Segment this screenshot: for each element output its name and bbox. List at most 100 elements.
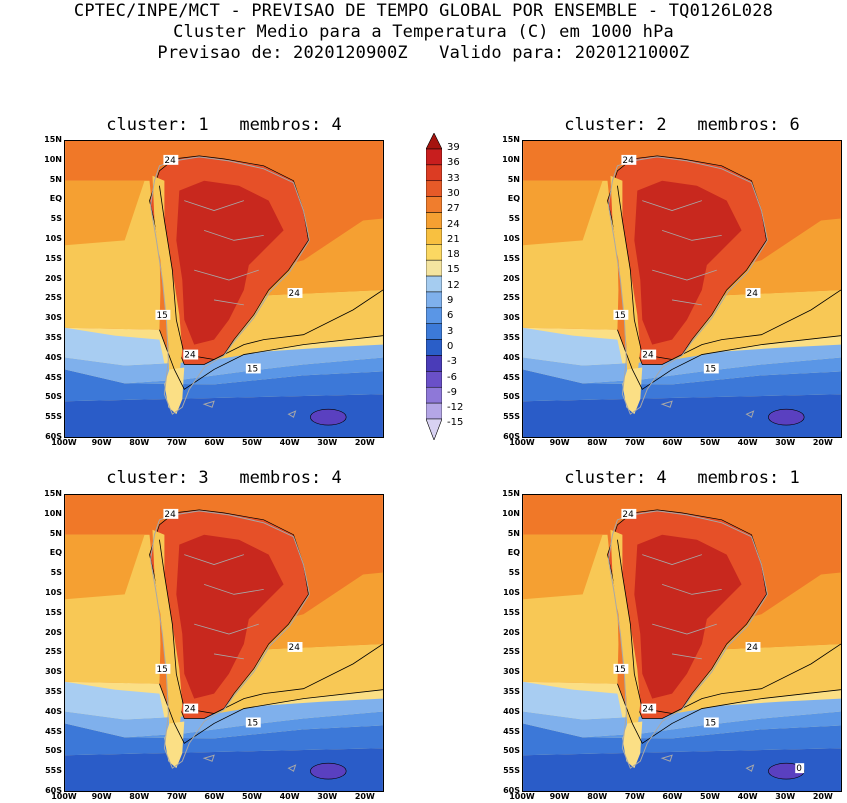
ocean-band-4 <box>523 681 623 720</box>
lat-tick-label: 35S <box>503 687 520 696</box>
lat-tick-label: 5S <box>508 214 520 224</box>
lat-tick-label: 50S <box>503 392 520 402</box>
lat-tick-label: 20S <box>503 627 520 637</box>
lon-tick-label: 30W <box>317 438 338 447</box>
lat-tick-label: 10N <box>44 154 62 164</box>
lat-tick-label: EQ <box>507 548 520 558</box>
map-canvas: 24 24 15 24 15 <box>523 141 841 437</box>
map-canvas: 24 24 15 24 15 0 <box>523 495 841 791</box>
contour-label: 24 <box>183 703 199 715</box>
lat-tick-label: 45S <box>45 372 62 382</box>
continent-hot-zone <box>176 180 284 345</box>
colorbar-segment <box>426 164 442 182</box>
colorbar-segment <box>426 180 442 197</box>
lon-tick-label: 100W <box>51 438 77 447</box>
lat-tick-label: 25S <box>45 647 62 657</box>
lon-tick-label: 30W <box>317 792 338 801</box>
lat-tick-label: 50S <box>503 746 520 756</box>
lon-tick-label: 50W <box>242 438 262 447</box>
contour-24 <box>159 185 383 360</box>
colorbar-label: 6 <box>447 310 454 322</box>
lat-tick-label: EQ <box>49 194 62 204</box>
ocean-band-3 <box>523 698 841 738</box>
lat-tick-label: 25S <box>45 293 62 303</box>
lat-tick-label: 5N <box>507 528 520 538</box>
colorbar-label: 18 <box>447 249 460 261</box>
lat-tick-label: 45S <box>503 726 520 736</box>
cold-cell <box>310 762 347 780</box>
contour-label: 24 <box>163 508 179 520</box>
header-title-line2: Cluster Medio para a Temperatura (C) em … <box>173 22 674 42</box>
lat-tick-label: 25S <box>503 293 520 303</box>
ocean-band-4 <box>65 327 165 366</box>
lat-tick-label: 15S <box>503 607 520 617</box>
lat-tick-label: 20S <box>45 273 62 283</box>
coastline <box>149 156 310 415</box>
south-atlantic-warm-zone <box>622 218 841 300</box>
lat-tick-label: 15N <box>44 489 62 498</box>
ocean-band-1 <box>65 369 383 402</box>
lat-tick-label: 5N <box>49 528 62 538</box>
colorbar-segment <box>426 339 442 356</box>
svg-text:24: 24 <box>289 289 301 299</box>
colorbar-segment <box>426 371 442 388</box>
colorbar-segment <box>426 148 442 166</box>
lat-tick-label: 45S <box>503 372 520 382</box>
lat-tick-label: 30S <box>45 667 62 677</box>
svg-text:24: 24 <box>642 351 654 361</box>
andes-cool-strip <box>610 529 641 739</box>
colorbar-segment <box>426 355 442 372</box>
map-canvas: 24 24 15 24 15 <box>65 141 383 437</box>
contour-15 <box>159 329 383 390</box>
svg-text:24: 24 <box>184 351 196 361</box>
lon-tick-label: 30W <box>775 438 796 447</box>
lat-tick-label: 25S <box>503 647 520 657</box>
svg-text:24: 24 <box>747 289 759 299</box>
andes-cool-strip <box>152 529 183 739</box>
contour-label: 15 <box>155 309 171 321</box>
lon-tick-label: 40W <box>737 438 758 447</box>
colorbar-segment <box>426 402 442 420</box>
lon-tick-label: 40W <box>279 438 300 447</box>
lon-tick-label: 20W <box>354 792 375 801</box>
islands <box>202 400 297 418</box>
ocean-band-2 <box>523 357 841 385</box>
colorbar-label: 15 <box>447 264 460 276</box>
lat-tick-label: 55S <box>45 412 62 422</box>
ocean-band-0 <box>65 394 383 437</box>
ocean-band-4 <box>65 681 165 720</box>
lon-tick-label: 100W <box>509 438 535 447</box>
ocean-band-2 <box>523 711 841 739</box>
contour-15 <box>159 683 383 744</box>
colorbar-label: -15 <box>447 417 464 429</box>
lon-tick-label: 90W <box>91 792 112 801</box>
lon-tick-label: 20W <box>354 438 375 447</box>
contour-label: 24 <box>287 288 303 299</box>
contour-label: 24 <box>745 642 761 653</box>
svg-text:15: 15 <box>614 665 625 675</box>
lat-tick-label: 50S <box>45 746 62 756</box>
lon-tick-label: 40W <box>279 792 300 801</box>
contour-24 <box>159 539 383 714</box>
andes-cool-strip <box>610 175 641 385</box>
header-title-line3: Previsao de: 2020120900Z Valido para: 20… <box>157 43 690 63</box>
islands <box>660 754 755 772</box>
lat-tick-label: 30S <box>503 667 520 677</box>
ocean-band-1 <box>65 723 383 756</box>
lat-tick-label: 15N <box>502 489 520 498</box>
lat-tick-label: 60S <box>45 432 62 441</box>
lat-tick-label: 15S <box>45 253 62 263</box>
map-panel-3: 24 24 15 24 15 <box>64 494 384 792</box>
svg-text:0: 0 <box>796 764 802 774</box>
lat-tick-label: 10S <box>503 234 520 243</box>
ocean-band-4 <box>523 327 623 366</box>
colorbar-segment <box>426 275 442 293</box>
panel-1-title: cluster: 1 membros: 4 <box>106 115 342 135</box>
lon-tick-label: 30W <box>775 792 796 801</box>
ocean-band-3 <box>65 698 383 738</box>
lon-tick-label: 90W <box>549 438 570 447</box>
svg-text:24: 24 <box>622 510 634 520</box>
lon-tick-label: 100W <box>509 792 535 801</box>
svg-text:24: 24 <box>184 705 196 715</box>
map-panel-4: 24 24 15 24 15 0 <box>522 494 842 792</box>
